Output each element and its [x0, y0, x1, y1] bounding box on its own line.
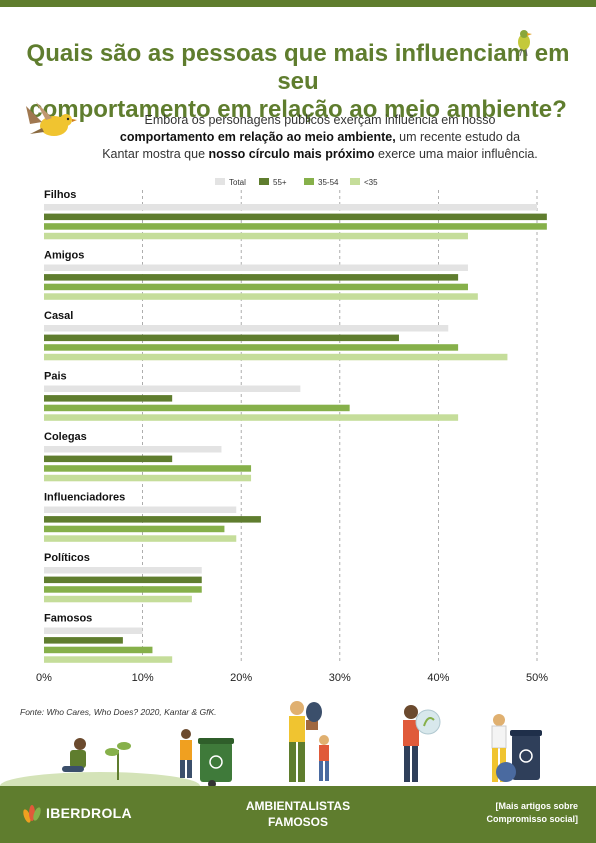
bar: [44, 576, 202, 584]
category-label: Casal: [44, 310, 73, 322]
bar: [44, 465, 252, 472]
bar: [44, 516, 261, 523]
intro-part: um recente estudo da: [395, 130, 521, 144]
brand[interactable]: IBERDROLA: [20, 802, 132, 824]
bar: [44, 264, 468, 271]
top-bar: [0, 0, 596, 7]
bar: [44, 395, 173, 402]
x-tick-label: 30%: [329, 672, 351, 684]
bar: [44, 567, 202, 574]
title-line-1: Quais são as pessoas que mais influencia…: [26, 40, 570, 95]
title-line-2: comportamento em relação ao meio ambient…: [29, 96, 567, 123]
bird-icon: [518, 30, 532, 57]
footer-title[interactable]: AMBIENTALISTAS FAMOSOS: [198, 798, 398, 830]
x-tick-label: 40%: [427, 672, 449, 684]
bar: [44, 586, 202, 593]
bar: [44, 344, 459, 351]
bar: [44, 353, 508, 361]
bar: [44, 404, 350, 412]
legend-swatch: [304, 178, 314, 185]
x-tick-label: 10%: [132, 672, 154, 684]
source-note: Fonte: Who Cares, Who Does? 2020, Kantar…: [20, 707, 217, 717]
bar: [44, 595, 192, 603]
bar: [44, 535, 237, 542]
bar: [44, 414, 459, 421]
category-label: Políticos: [44, 552, 90, 564]
bar: [44, 334, 399, 342]
bar: [44, 525, 225, 533]
category-label: Filhos: [44, 189, 76, 201]
bar: [44, 506, 237, 513]
footer-title-line-1: AMBIENTALISTAS: [245, 799, 351, 813]
intro-part: Embora os personagens públicos exerçam i…: [144, 113, 496, 127]
bird-icon: [26, 102, 77, 136]
x-tick-label: 20%: [230, 672, 252, 684]
bar: [44, 283, 468, 291]
intro-part: Kantar mostra que: [102, 147, 209, 161]
category-label: Pais: [44, 371, 67, 383]
bar: [44, 293, 478, 300]
bar: [44, 646, 153, 654]
bar: [44, 455, 173, 463]
bar: [44, 213, 547, 221]
more-articles-line-2: Compromisso social]: [486, 814, 578, 824]
brand-name: IBERDROLA: [46, 805, 132, 821]
category-label: Colegas: [44, 431, 87, 443]
intro-bold: nosso círculo mais próximo: [208, 147, 375, 161]
legend-label: Total: [229, 178, 246, 187]
bar: [44, 204, 537, 211]
bar: [44, 232, 468, 240]
bar: [44, 385, 301, 392]
legend-swatch: [215, 178, 225, 185]
iberdrola-leaf-logo-icon: [23, 805, 41, 823]
legend-label: 55+: [273, 178, 287, 187]
footer-title-line-2: FAMOSOS: [267, 815, 328, 829]
legend-swatch: [350, 178, 360, 185]
page-title: Quais são as pessoas que mais influencia…: [10, 40, 586, 124]
legend-swatch: [259, 178, 269, 185]
more-articles-link[interactable]: [Mais artigos sobre Compromisso social]: [486, 800, 578, 826]
bar: [44, 274, 459, 281]
bar: [44, 446, 222, 453]
x-tick-label: 0%: [36, 672, 52, 684]
bar: [44, 637, 123, 644]
x-tick-label: 50%: [526, 672, 548, 684]
people-gardening-recycling-illustration: [0, 701, 542, 788]
bar: [44, 223, 547, 230]
category-label: Famosos: [44, 613, 92, 625]
legend-label: <35: [364, 178, 378, 187]
intro-part: exerce uma maior influência.: [374, 147, 538, 161]
footer: IBERDROLA AMBIENTALISTAS FAMOSOS [Mais a…: [0, 786, 596, 843]
legend-label: 35-54: [318, 178, 339, 187]
category-label: Amigos: [44, 250, 84, 262]
bar: [44, 656, 173, 663]
category-label: Influenciadores: [44, 492, 125, 504]
intro-text: Embora os personagens públicos exerçam i…: [70, 112, 570, 163]
bar: [44, 325, 449, 332]
more-articles-line-1: [Mais artigos sobre: [495, 801, 578, 811]
bar-chart: Total 55+ 35-54 <35 Filhos Amigos Casal Pais Col…: [36, 178, 548, 684]
intro-bold: comportamento em relação ao meio ambient…: [119, 130, 396, 144]
bar: [44, 627, 143, 634]
bar: [44, 474, 252, 482]
